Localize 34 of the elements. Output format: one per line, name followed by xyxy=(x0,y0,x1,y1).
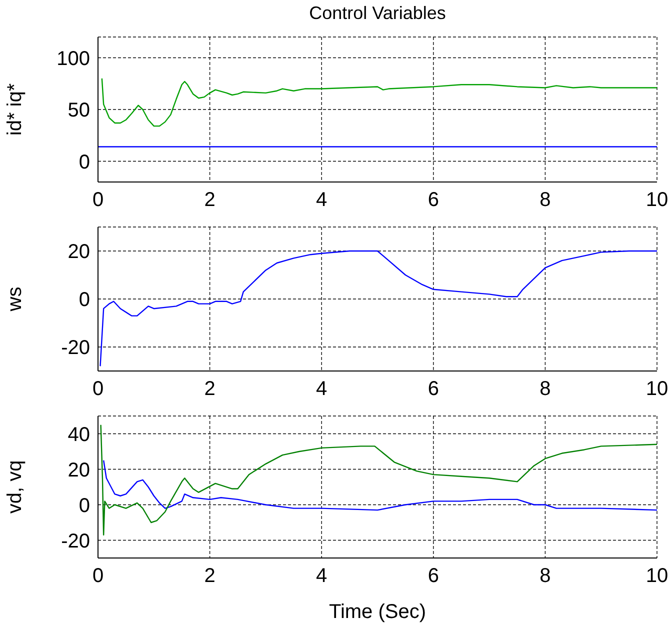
y-tick-label: 40 xyxy=(68,424,90,446)
y-tick-label: -20 xyxy=(61,337,90,360)
y-axis-title: id* iq* xyxy=(4,83,26,136)
x-tick-label: 10 xyxy=(646,189,668,212)
x-tick-label: 2 xyxy=(204,378,216,400)
y-axis-title: ws xyxy=(4,286,26,312)
x-tick-label: 4 xyxy=(316,378,328,400)
x-tick-label: 4 xyxy=(316,565,328,588)
x-tick-label: 2 xyxy=(204,189,216,212)
y-tick-label: 20 xyxy=(68,241,90,264)
line-series xyxy=(100,250,657,367)
x-tick-label: 10 xyxy=(646,565,668,588)
line-series xyxy=(102,460,657,511)
x-tick-label: 4 xyxy=(316,189,328,212)
line-series xyxy=(101,78,657,127)
x-axis-title: Time (Sec) xyxy=(328,601,426,623)
x-tick-label: 2 xyxy=(204,565,216,588)
x-tick-label: 6 xyxy=(428,378,439,400)
y-tick-label: -20 xyxy=(61,530,90,552)
y-tick-label: 100 xyxy=(56,48,90,70)
x-tick-label: 6 xyxy=(428,189,439,212)
x-tick-label: 8 xyxy=(540,189,551,212)
x-tick-label: 10 xyxy=(646,378,668,400)
y-tick-label: 0 xyxy=(78,289,90,312)
y-axis-title: vd, vq xyxy=(4,460,26,514)
y-tick-label: 20 xyxy=(68,459,90,482)
line-series xyxy=(100,424,657,536)
y-tick-label: 0 xyxy=(78,151,90,174)
x-tick-label: 6 xyxy=(428,565,439,588)
chart-title: Control Variables xyxy=(308,3,447,24)
y-tick-label: 50 xyxy=(68,100,90,122)
x-tick-label: 8 xyxy=(540,378,551,400)
y-tick-label: 0 xyxy=(78,494,90,517)
x-tick-label: 8 xyxy=(540,565,551,588)
